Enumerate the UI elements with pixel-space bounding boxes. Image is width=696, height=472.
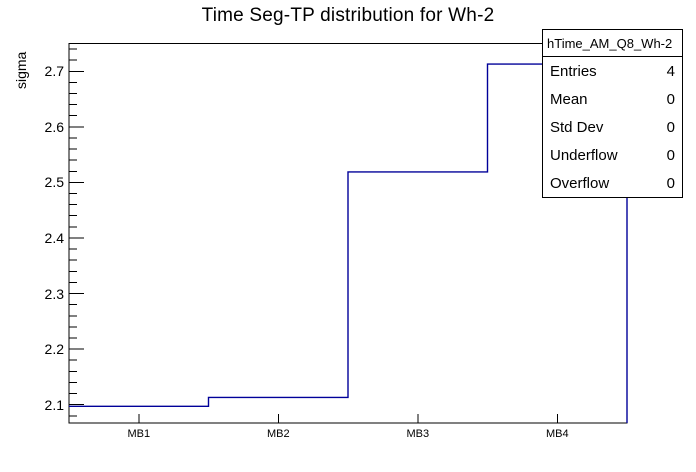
y-tick-label: 2.7 (44, 63, 64, 80)
x-tick-label: MB1 (127, 428, 151, 440)
stats-box: hTime_AM_Q8_Wh-2 Entries 4 Mean 0 Std De… (542, 29, 683, 198)
y-tick-label: 2.4 (44, 229, 64, 246)
x-tick-label: MB3 (406, 428, 430, 440)
chart-title: Time Seg-TP distribution for Wh-2 (201, 5, 495, 26)
stats-value: 0 (666, 118, 675, 136)
x-tick-label: MB4 (545, 428, 569, 440)
stats-value: 0 (666, 90, 675, 108)
stats-value: 0 (666, 146, 675, 164)
y-tick-label: 2.2 (44, 341, 64, 358)
y-tick-label: 2.5 (44, 174, 64, 191)
stats-row-mean: Mean 0 (543, 85, 682, 113)
stats-label: Overflow (550, 174, 610, 192)
y-tick-label: 2.3 (44, 285, 64, 302)
stats-row-overflow: Overflow 0 (543, 169, 682, 197)
stats-label: Underflow (550, 146, 618, 164)
stats-rows: Entries 4 Mean 0 Std Dev 0 Underflow 0 O… (543, 57, 682, 197)
stats-label: Mean (550, 90, 588, 108)
stats-row-stddev: Std Dev 0 (543, 113, 682, 141)
x-tick-label: MB2 (266, 428, 290, 440)
stats-box-title: hTime_AM_Q8_Wh-2 (543, 30, 682, 57)
y-tick-label: 2.6 (44, 118, 64, 135)
stats-row-underflow: Underflow 0 (543, 141, 682, 169)
stats-value: 4 (666, 62, 675, 80)
y-tick-label: 2.1 (44, 396, 64, 413)
stats-row-entries: Entries 4 (543, 57, 682, 85)
stats-value: 0 (666, 174, 675, 192)
stats-label: Entries (550, 62, 597, 80)
stats-label: Std Dev (550, 118, 604, 136)
